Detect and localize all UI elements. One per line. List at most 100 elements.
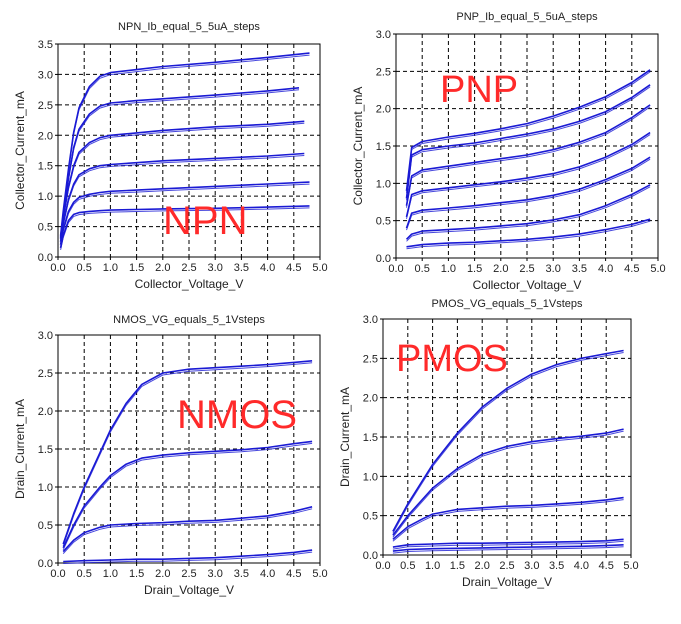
npn-series-group xyxy=(59,52,310,251)
npn-series-3 xyxy=(59,152,305,242)
npn-xtick-label: 3.0 xyxy=(208,262,223,274)
pmos-xaxis-label: Drain_Voltage_V xyxy=(462,575,552,589)
pnp-device-annotation: PNP xyxy=(440,69,518,111)
pmos-ytick-label: 2.5 xyxy=(363,353,378,365)
pnp-ytick-label: 0.5 xyxy=(376,216,391,228)
npn-ytick-label: 0.0 xyxy=(38,252,53,264)
pnp-series-1-return xyxy=(406,220,651,250)
npn-ytick-label: 0.5 xyxy=(38,222,53,234)
npn-ytick-label: 3.0 xyxy=(38,69,53,81)
npn-series-2 xyxy=(59,181,310,245)
nmos-xtick-label: 1.5 xyxy=(129,568,144,580)
pmos-series-3-return xyxy=(392,499,624,542)
pnp-series-4-return xyxy=(406,134,651,220)
nmos-device-annotation: NMOS xyxy=(177,393,297,437)
pnp-ytick-label: 2.0 xyxy=(376,104,391,116)
nmos-ytick-label: 0.0 xyxy=(38,558,53,570)
nmos-series-3 xyxy=(62,440,313,549)
nmos-ytick-label: 1.0 xyxy=(38,482,53,494)
pnp-series-7 xyxy=(405,69,651,191)
nmos-ytick-label: 0.5 xyxy=(38,520,53,532)
pmos-xtick-label: 2.0 xyxy=(475,560,490,572)
pnp-xtick-label: 0.5 xyxy=(415,263,430,275)
pmos-series-2-return xyxy=(392,540,624,550)
nmos-series-3-return xyxy=(62,442,313,551)
npn-chart: NPN_Ib_equal_5_5uA_steps 0.0 0.5 1.0 1.5 2.0 2… xyxy=(13,21,328,291)
nmos-ytick-label: 3.0 xyxy=(38,330,53,342)
pmos-series-4 xyxy=(392,428,624,536)
pnp-series-1 xyxy=(406,218,651,248)
pnp-xtick-label: 4.0 xyxy=(598,263,613,275)
pnp-series-4 xyxy=(405,131,651,218)
pnp-ytick-label: 1.0 xyxy=(376,178,391,190)
pnp-yaxis-label: Collector_Current_mA xyxy=(351,87,365,206)
pmos-series-group xyxy=(392,349,624,554)
npn-chart-title: NPN_Ib_equal_5_5uA_steps xyxy=(118,21,260,33)
nmos-xtick-label: 4.5 xyxy=(286,568,301,580)
pmos-xtick-label: 4.0 xyxy=(574,560,589,572)
nmos-xtick-label: 3.5 xyxy=(234,568,249,580)
nmos-ytick-label: 2.5 xyxy=(38,368,53,380)
npn-xtick-label: 0.5 xyxy=(77,262,92,274)
pnp-series-group xyxy=(405,69,651,250)
pmos-chart: PMOS_VG_equals_5_1Vsteps 0.0 0.5 1.0 1.5 2.0 2… xyxy=(338,298,639,589)
nmos-chart-title: NMOS_VG_equals_5_1Vsteps xyxy=(113,314,265,326)
npn-xtick-label: 5.0 xyxy=(312,262,327,274)
pmos-xtick-label: 2.5 xyxy=(499,560,514,572)
npn-series-1 xyxy=(59,205,310,249)
npn-series-6-return xyxy=(60,54,310,238)
pnp-ytick-label: 1.5 xyxy=(376,141,391,153)
pnp-series-7-return xyxy=(406,71,651,193)
pmos-xtick-label: 3.0 xyxy=(524,560,539,572)
pmos-ytick-label: 1.0 xyxy=(363,471,378,483)
nmos-grid xyxy=(58,335,320,563)
npn-series-3-return xyxy=(60,155,305,244)
pmos-xtick-label: 4.5 xyxy=(599,560,614,572)
pmos-series-1 xyxy=(392,544,624,552)
npn-xtick-label: 1.5 xyxy=(129,262,144,274)
pnp-xtick-label: 5.0 xyxy=(650,263,665,275)
pmos-ytick-label: 1.5 xyxy=(363,432,378,444)
pmos-chart-title: PMOS_VG_equals_5_1Vsteps xyxy=(431,298,583,310)
pmos-ytick-label: 0.0 xyxy=(363,550,378,562)
pnp-xtick-label: 0.0 xyxy=(388,263,403,275)
pnp-ytick-label: 2.5 xyxy=(376,66,391,78)
pmos-xtick-label: 1.0 xyxy=(425,560,440,572)
npn-xtick-label: 3.5 xyxy=(234,262,249,274)
npn-grid xyxy=(58,44,320,257)
pnp-xtick-label: 1.0 xyxy=(441,263,456,275)
nmos-yaxis-label: Drain_Current_mA xyxy=(13,399,27,499)
npn-xtick-label: 2.5 xyxy=(181,262,196,274)
pmos-series-3 xyxy=(392,496,624,540)
pnp-xtick-label: 2.0 xyxy=(493,263,508,275)
npn-yaxis-label: Collector_Current_mA xyxy=(13,91,27,210)
pnp-series-3-return xyxy=(406,158,651,231)
pnp-series-6 xyxy=(405,84,651,199)
pmos-xtick-label: 0.0 xyxy=(375,560,390,572)
pmos-series-5-return xyxy=(392,352,624,534)
nmos-series-1-return xyxy=(63,551,313,564)
pnp-chart-title: PNP_Ib_equal_5_5uA_steps xyxy=(456,11,598,23)
pnp-xtick-label: 1.5 xyxy=(467,263,482,275)
pnp-series-5-return xyxy=(406,106,651,208)
nmos-xaxis-label: Drain_Voltage_V xyxy=(144,583,234,597)
pnp-xtick-label: 2.5 xyxy=(519,263,534,275)
pmos-series-2 xyxy=(392,538,624,548)
nmos-series-2 xyxy=(62,506,313,553)
pnp-ytick-label: 0.0 xyxy=(376,253,391,265)
npn-series-5-return xyxy=(60,89,300,240)
npn-ytick-label: 3.5 xyxy=(38,39,53,51)
pnp-xtick-label: 3.5 xyxy=(572,263,587,275)
nmos-ytick-label: 1.5 xyxy=(38,444,53,456)
npn-xtick-label: 0.0 xyxy=(50,262,65,274)
pmos-xtick-label: 5.0 xyxy=(623,560,638,572)
pmos-device-annotation: PMOS xyxy=(396,338,508,380)
npn-series-1-return xyxy=(60,207,310,251)
npn-ytick-label: 2.5 xyxy=(38,100,53,112)
nmos-xtick-label: 3.0 xyxy=(208,568,223,580)
pmos-series-1-return xyxy=(392,546,624,554)
npn-device-annotation: NPN xyxy=(163,199,247,243)
npn-ytick-label: 2.0 xyxy=(38,130,53,142)
nmos-xtick-label: 5.0 xyxy=(312,568,327,580)
